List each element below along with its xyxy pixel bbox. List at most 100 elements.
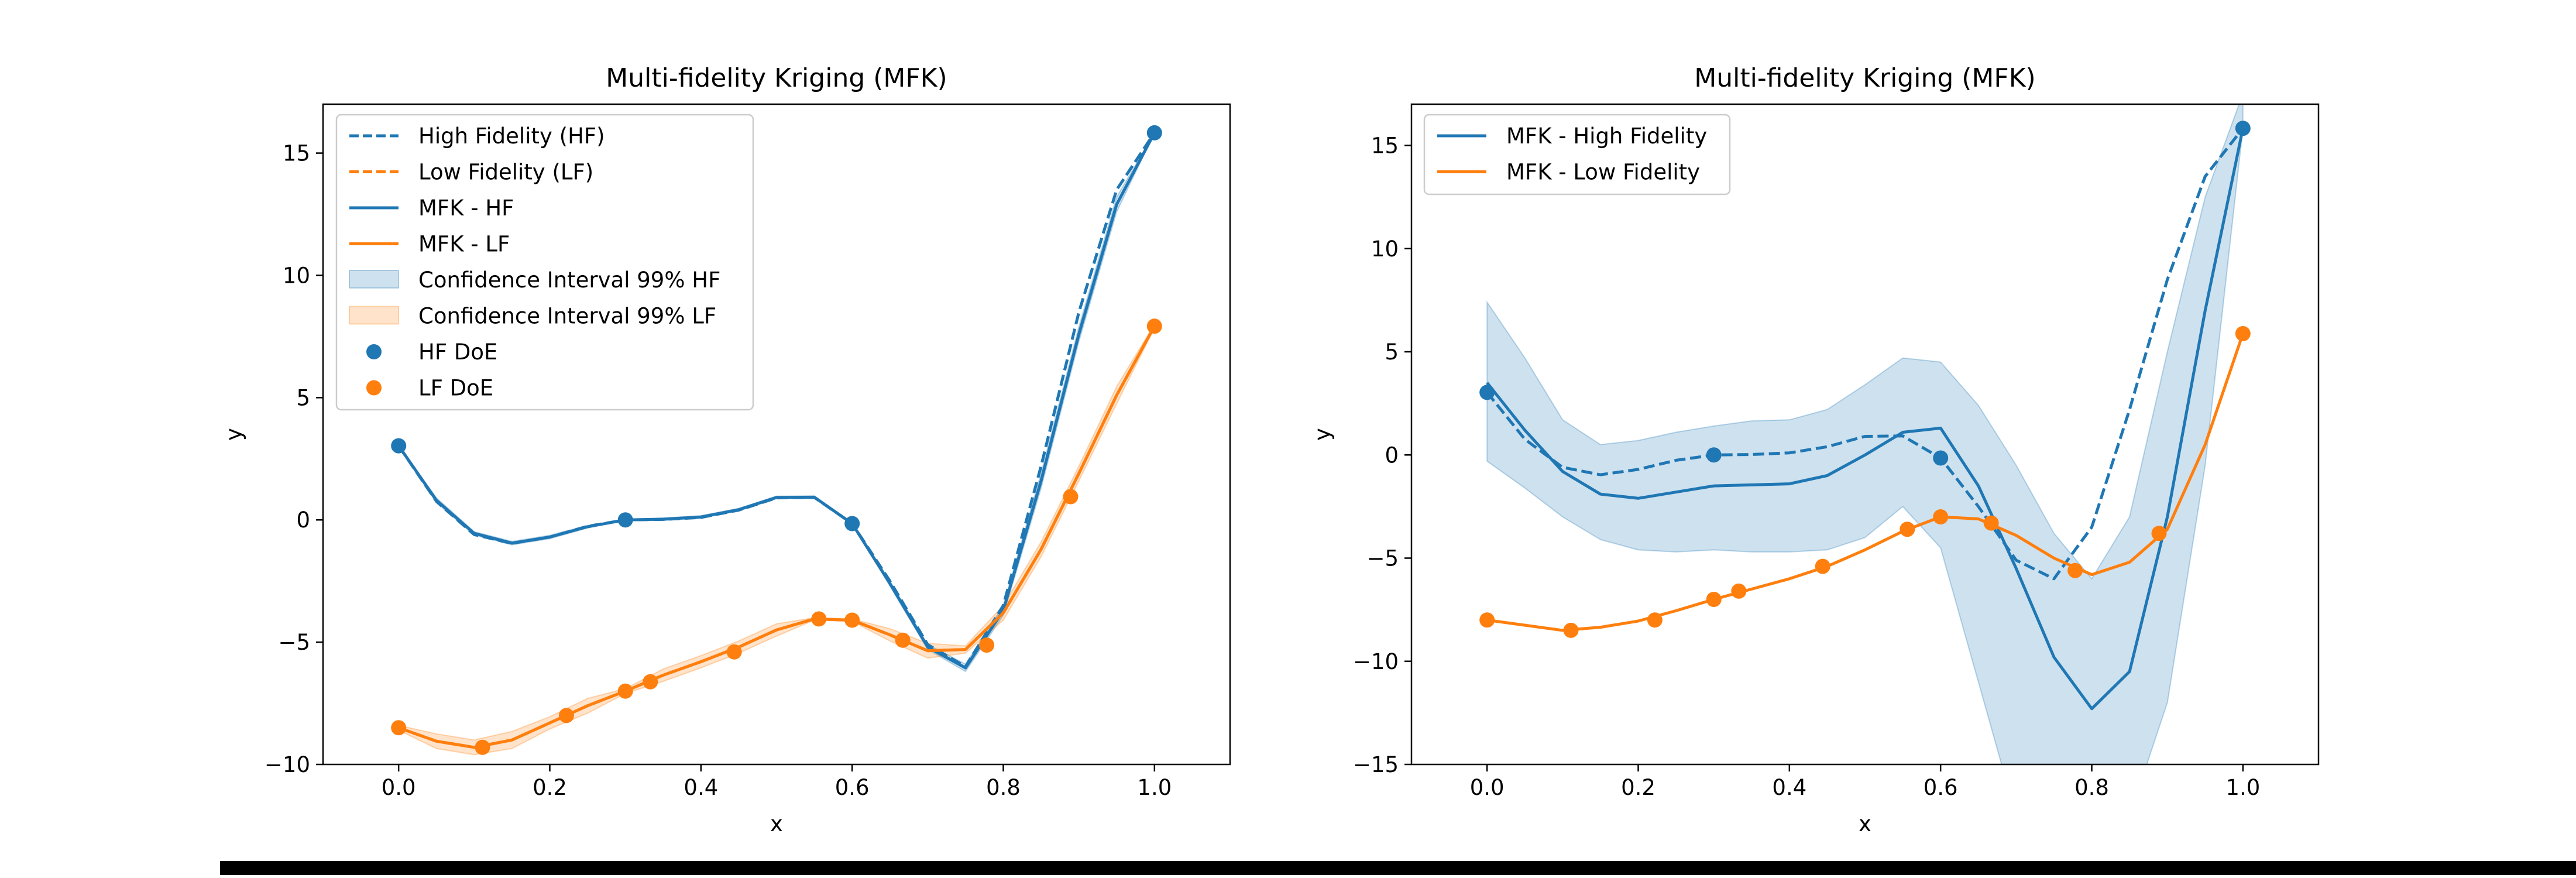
doe-point xyxy=(1563,622,1579,638)
x-tick-label: 0.6 xyxy=(835,775,870,800)
legend: High Fidelity (HF) Low Fidelity (LF) MFK -… xyxy=(335,114,754,411)
legend-swatch xyxy=(366,344,382,359)
doe-point xyxy=(726,644,742,660)
y-tick-label: 10 xyxy=(283,263,310,288)
doe-point xyxy=(1933,450,1949,466)
doe-point xyxy=(1063,489,1079,505)
legend-item: Confidence Interval 99% HF xyxy=(349,267,720,293)
legend-item: MFK - High Fidelity xyxy=(1437,124,1707,149)
legend-label: MFK - HF xyxy=(418,196,514,221)
legend-item: Confidence Interval 99% LF xyxy=(349,304,716,329)
doe-point xyxy=(1146,318,1162,334)
doe-point xyxy=(979,637,995,653)
legend-item: LF DoE xyxy=(366,376,493,401)
doe-point xyxy=(1146,125,1162,140)
axes-frame xyxy=(1410,103,2320,766)
doe-point xyxy=(2067,563,2083,578)
legend-item: MFK - Low Fidelity xyxy=(1437,160,1700,185)
y-tick-label: −5 xyxy=(278,630,310,655)
doe-point xyxy=(1706,447,1722,463)
doe-point xyxy=(1933,509,1949,524)
legend-label: LF DoE xyxy=(418,376,493,401)
x-tick-label: 0.0 xyxy=(1470,775,1505,800)
legend-label: Confidence Interval 99% LF xyxy=(418,304,716,329)
legend-item: Low Fidelity (LF) xyxy=(349,160,593,185)
doe-point xyxy=(1983,515,1999,531)
doe-point xyxy=(2235,326,2251,341)
x-tick-label: 0.2 xyxy=(1621,775,1655,800)
doe-point xyxy=(617,512,633,528)
doe-point xyxy=(844,516,860,531)
y-tick-label: 15 xyxy=(1371,133,1399,159)
x-tick-label: 0.0 xyxy=(382,775,416,800)
doe-point xyxy=(811,611,827,627)
x-tick-label: 0.2 xyxy=(533,775,567,800)
y-tick-label: −5 xyxy=(1366,546,1399,571)
doe-point xyxy=(1815,558,1830,574)
doe-point xyxy=(2151,526,2167,541)
x-tick-label: 1.0 xyxy=(1137,775,1172,800)
y-tick-label: 5 xyxy=(1385,339,1399,365)
doe-point xyxy=(391,720,407,736)
legend: MFK - High Fidelity MFK - Low Fidelity xyxy=(1423,114,1731,196)
doe-point xyxy=(895,632,911,648)
legend-label: MFK - Low Fidelity xyxy=(1506,160,1700,185)
y-axis-label: y xyxy=(221,428,246,441)
chart-title: Multi-fidelity Kriging (MFK) xyxy=(1694,63,2035,93)
line-3 xyxy=(397,132,1156,670)
axes-frame xyxy=(322,103,1231,766)
legend-item: MFK - LF xyxy=(349,232,510,257)
legend-label: MFK - LF xyxy=(418,232,510,257)
legend-label: Confidence Interval 99% HF xyxy=(418,267,720,293)
y-tick-label: −15 xyxy=(1353,752,1399,777)
doe-point xyxy=(1706,592,1722,607)
doe-point xyxy=(643,674,658,690)
dashed-line-1 xyxy=(1486,127,2244,581)
chart-2: 0.0 0.2 0.4 0.6 0.8 1.0 −15 −10 −5 0 5 10 15 Multi-fi… xyxy=(1310,63,2320,836)
doe-point xyxy=(1479,385,1495,400)
x-tick-label: 0.4 xyxy=(1772,775,1806,800)
bottom-bar xyxy=(220,861,2576,875)
line-4 xyxy=(398,325,1156,749)
legend-swatch xyxy=(349,306,399,325)
y-tick-label: 5 xyxy=(296,385,310,410)
plot-area xyxy=(391,125,1162,756)
y-tick-label: 0 xyxy=(1385,443,1399,468)
doe-point xyxy=(617,683,633,699)
y-tick-label: −10 xyxy=(265,752,310,777)
doe-point xyxy=(475,739,490,755)
doe-point xyxy=(1479,612,1495,628)
legend-swatch xyxy=(366,380,382,396)
doe-point xyxy=(1900,522,1915,537)
legend-box xyxy=(1423,114,1731,196)
legend-label: HF DoE xyxy=(418,339,497,365)
x-axis-label: x xyxy=(770,811,783,836)
doe-point xyxy=(391,438,407,454)
legend-label: High Fidelity (HF) xyxy=(418,124,605,149)
y-tick-label: 0 xyxy=(296,507,310,533)
line-3 xyxy=(1486,333,2245,632)
legend-swatch xyxy=(349,270,399,289)
chart-title: Multi-fidelity Kriging (MFK) xyxy=(606,63,947,93)
legend-item: HF DoE xyxy=(366,339,497,365)
doe-point xyxy=(2235,121,2251,136)
x-tick-label: 0.6 xyxy=(1924,775,1958,800)
x-tick-label: 1.0 xyxy=(2225,775,2260,800)
y-tick-label: 10 xyxy=(1371,236,1399,262)
legend-label: MFK - High Fidelity xyxy=(1506,124,1707,149)
x-tick-label: 0.8 xyxy=(2074,775,2109,800)
y-tick-label: −10 xyxy=(1353,649,1399,674)
x-tick-label: 0.4 xyxy=(684,775,718,800)
y-axis-label: y xyxy=(1310,428,1335,441)
x-axis-label: x xyxy=(1859,811,1871,836)
x-tick-label: 0.8 xyxy=(986,775,1021,800)
legend-item: High Fidelity (HF) xyxy=(349,124,605,149)
doe-point xyxy=(1647,612,1663,628)
legend-item: MFK - HF xyxy=(349,196,514,221)
legend-box xyxy=(335,114,754,411)
line-2 xyxy=(1486,128,2245,711)
legend-label: Low Fidelity (LF) xyxy=(418,160,593,185)
plot-area xyxy=(1479,104,2251,764)
